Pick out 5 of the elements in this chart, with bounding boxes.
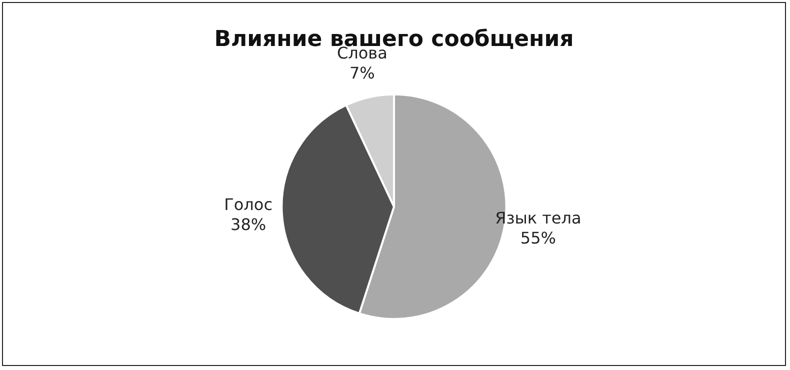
slice-label: Голос xyxy=(224,195,272,214)
data-label: 38% xyxy=(230,215,266,234)
data-label: 55% xyxy=(520,228,556,248)
data-label: 7% xyxy=(349,63,375,82)
slice-label: Язык тела xyxy=(495,208,582,228)
